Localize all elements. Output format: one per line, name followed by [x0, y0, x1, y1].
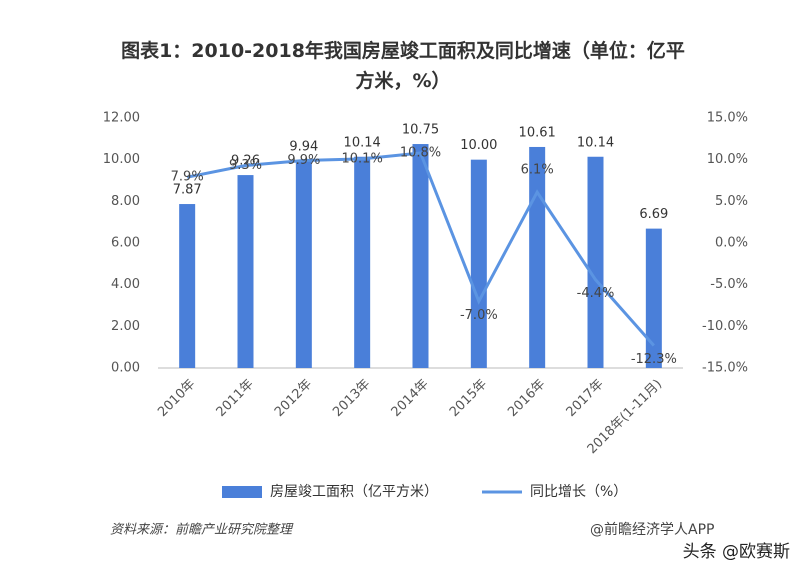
- y-tick-label: 12.00: [103, 111, 140, 126]
- bar: [237, 175, 254, 368]
- y-tick-label: 8.00: [111, 194, 140, 209]
- x-tick-label: 2014年: [389, 377, 432, 420]
- legend-swatch: [222, 486, 262, 498]
- line-value-label: 7.9%: [171, 170, 204, 185]
- y-tick-label: 4.00: [111, 277, 140, 292]
- source: 资料来源：前瞻产业研究院整理: [110, 522, 294, 538]
- line-value-label: -4.4%: [577, 286, 615, 301]
- line-value-label: 10.1%: [342, 151, 383, 166]
- y-tick-label: 0.00: [111, 361, 140, 376]
- bar-value-label: 10.61: [519, 125, 556, 140]
- bar: [354, 156, 371, 368]
- x-tick-label: 2011年: [214, 377, 257, 420]
- y2-tick-label: 15.0%: [707, 111, 748, 126]
- line-value-label: 9.3%: [229, 158, 262, 173]
- x-tick-label: 2010年: [155, 377, 198, 420]
- x-tick-label: 2017年: [564, 377, 607, 420]
- bar: [412, 144, 429, 368]
- bar: [529, 146, 546, 368]
- bar: [179, 204, 196, 368]
- x-tick-label: 2016年: [505, 377, 548, 420]
- x-tick-label: 2015年: [447, 377, 490, 420]
- bar-value-label: 10.75: [402, 123, 439, 138]
- bar-value-label: 10.14: [577, 135, 614, 150]
- y2-tick-label: -15.0%: [702, 361, 748, 376]
- y2-tick-label: 10.0%: [707, 152, 748, 167]
- line-value-label: 9.9%: [287, 153, 320, 168]
- credit: @前瞻经济学人APP: [590, 521, 714, 538]
- bar-value-label: 7.87: [173, 183, 202, 198]
- y2-tick-label: 0.0%: [715, 236, 748, 251]
- y2-tick-label: -5.0%: [710, 277, 748, 292]
- x-tick-label: 2013年: [330, 377, 373, 420]
- chart-title: 图表1：2010-2018年我国房屋竣工面积及同比增速（单位：亿平方米，%）: [121, 40, 685, 92]
- line-value-label: -7.0%: [460, 308, 498, 323]
- line-value-label: 10.8%: [400, 146, 441, 161]
- line-value-label: 6.1%: [521, 163, 554, 178]
- bar-value-label: 10.14: [344, 135, 381, 150]
- y-tick-label: 6.00: [111, 236, 140, 251]
- bar-value-label: 6.69: [639, 207, 668, 222]
- legend-label: 房屋竣工面积（亿平方米）: [270, 484, 438, 500]
- legend-label: 同比增长（%）: [530, 484, 627, 500]
- y2-tick-label: -10.0%: [702, 319, 748, 334]
- watermark: 头条 @欧赛斯: [683, 541, 790, 562]
- bar: [295, 160, 312, 368]
- bar-value-label: 10.00: [460, 138, 497, 153]
- y2-tick-label: 5.0%: [715, 194, 748, 209]
- bar: [470, 159, 487, 368]
- bar: [645, 228, 662, 368]
- line-value-label: -12.3%: [631, 352, 677, 367]
- line: [186, 151, 655, 347]
- y-tick-label: 10.00: [103, 152, 140, 167]
- bar: [587, 156, 604, 368]
- y-tick-label: 2.00: [111, 319, 140, 334]
- bar-value-label: 9.94: [289, 139, 318, 154]
- x-tick-label: 2012年: [272, 377, 315, 420]
